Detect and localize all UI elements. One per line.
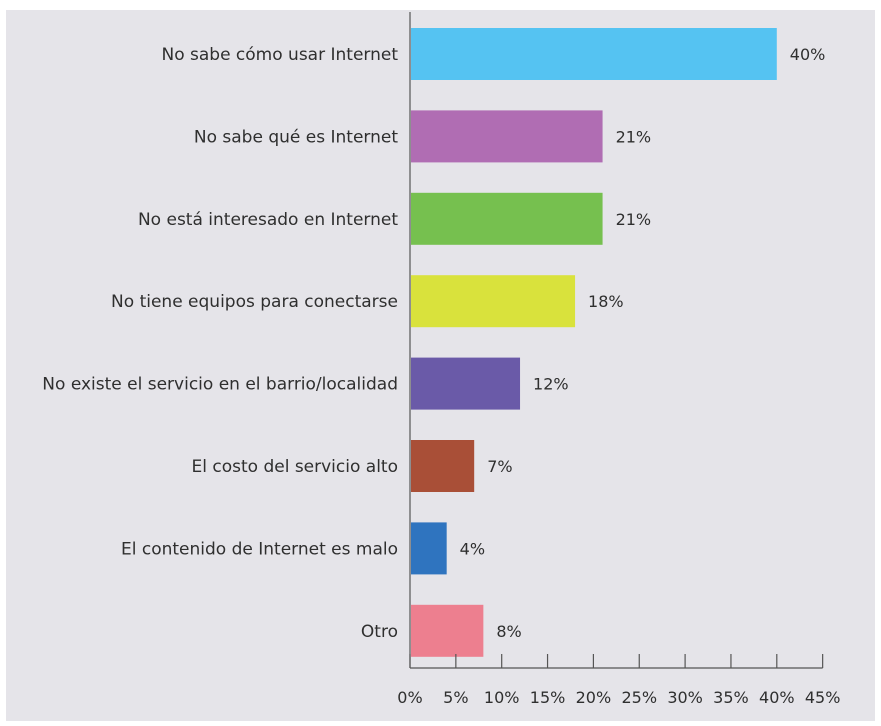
value-label-4: 18% [588, 292, 624, 311]
bar-5 [411, 357, 521, 410]
bar-2 [411, 110, 603, 163]
x-tick-label-15: 15% [530, 688, 566, 707]
bar-4 [411, 275, 576, 328]
x-tick-label-20: 20% [576, 688, 612, 707]
x-tick-label-40: 40% [759, 688, 795, 707]
bars-group [411, 28, 777, 657]
value-label-8: 8% [496, 622, 521, 641]
category-label-6: El costo del servicio alto [192, 457, 399, 477]
x-tick-label-25: 25% [621, 688, 657, 707]
value-label-6: 7% [487, 457, 512, 476]
value-label-7: 4% [460, 539, 485, 558]
category-label-1: No sabe cómo usar Internet [161, 45, 398, 65]
bar-6 [411, 440, 475, 492]
category-label-5: No existe el servicio en el barrio/local… [42, 375, 398, 395]
bar-7 [411, 522, 447, 575]
value-label-3: 21% [616, 210, 652, 229]
x-tick-label-0: 0% [397, 688, 422, 707]
bar-3 [411, 192, 603, 245]
x-tick-label-5: 5% [443, 688, 468, 707]
value-label-2: 21% [616, 127, 652, 146]
category-label-7: El contenido de Internet es malo [121, 539, 398, 559]
bar-1 [411, 28, 777, 80]
bar-8 [411, 604, 484, 657]
category-label-8: Otro [361, 622, 398, 642]
value-labels-group: 40% 21% 21% 18% 12% 7% 4% 8% [460, 45, 826, 641]
category-label-2: No sabe qué es Internet [194, 127, 398, 147]
category-labels-group: No sabe cómo usar Internet No sabe qué es… [42, 45, 398, 642]
x-tick-label-35: 35% [713, 688, 749, 707]
x-tick-label-45: 45% [805, 688, 841, 707]
value-label-5: 12% [533, 375, 569, 394]
x-tick-label-30: 30% [667, 688, 703, 707]
axes-group: 0% 5% 10% 15% 20% 25% 30% 35% 40% 45% [397, 12, 840, 707]
x-tick-label-10: 10% [484, 688, 520, 707]
value-label-1: 40% [790, 45, 826, 64]
category-label-3: No está interesado en Internet [138, 210, 398, 230]
category-label-4: No tiene equipos para conectarse [111, 292, 398, 312]
